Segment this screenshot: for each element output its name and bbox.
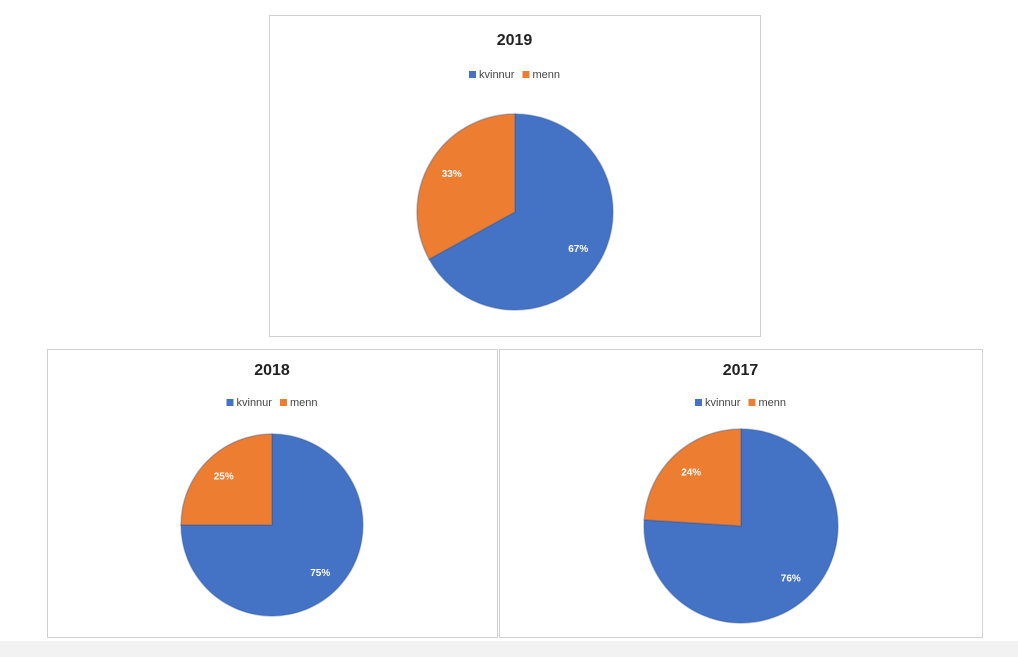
chart-title: 2019 [497, 32, 533, 49]
pie-slice [180, 433, 273, 526]
legend-swatch [522, 71, 530, 78]
legend: kvinnur menn [226, 397, 318, 409]
chart: 2017 76% 24% kvinnur menn [499, 349, 983, 638]
legend-swatch [279, 399, 287, 406]
legend-swatch [226, 399, 234, 406]
pie-slice [416, 113, 516, 261]
legend-swatch [748, 399, 756, 406]
legend: kvinnur menn [695, 397, 786, 409]
pie-slice [643, 428, 742, 527]
chart-title: 2018 [254, 362, 290, 379]
legend-label: menn [290, 397, 318, 409]
chart: 2018 75% 25% kvinnur menn [47, 349, 498, 638]
data-label: 24% [681, 468, 701, 479]
data-label: 75% [310, 568, 330, 579]
legend-label: kvinnur [479, 69, 515, 81]
legend-label: kvinnur [705, 397, 741, 409]
legend-label: menn [758, 397, 786, 409]
chart: 2019 67% 33% kvinnur menn [269, 15, 761, 337]
data-label: 67% [568, 244, 588, 255]
legend-label: kvinnur [237, 397, 273, 409]
pie-slice [428, 113, 614, 311]
data-label: 33% [442, 169, 462, 180]
pie-slice [643, 428, 839, 624]
legend-swatch [469, 71, 476, 78]
legend-swatch [695, 399, 702, 406]
legend-label: menn [532, 69, 560, 81]
data-label: 76% [781, 574, 801, 585]
data-label: 25% [214, 471, 234, 482]
bottom-strip [0, 641, 1018, 657]
legend: kvinnur menn [469, 69, 560, 81]
chart-title: 2017 [723, 362, 759, 379]
